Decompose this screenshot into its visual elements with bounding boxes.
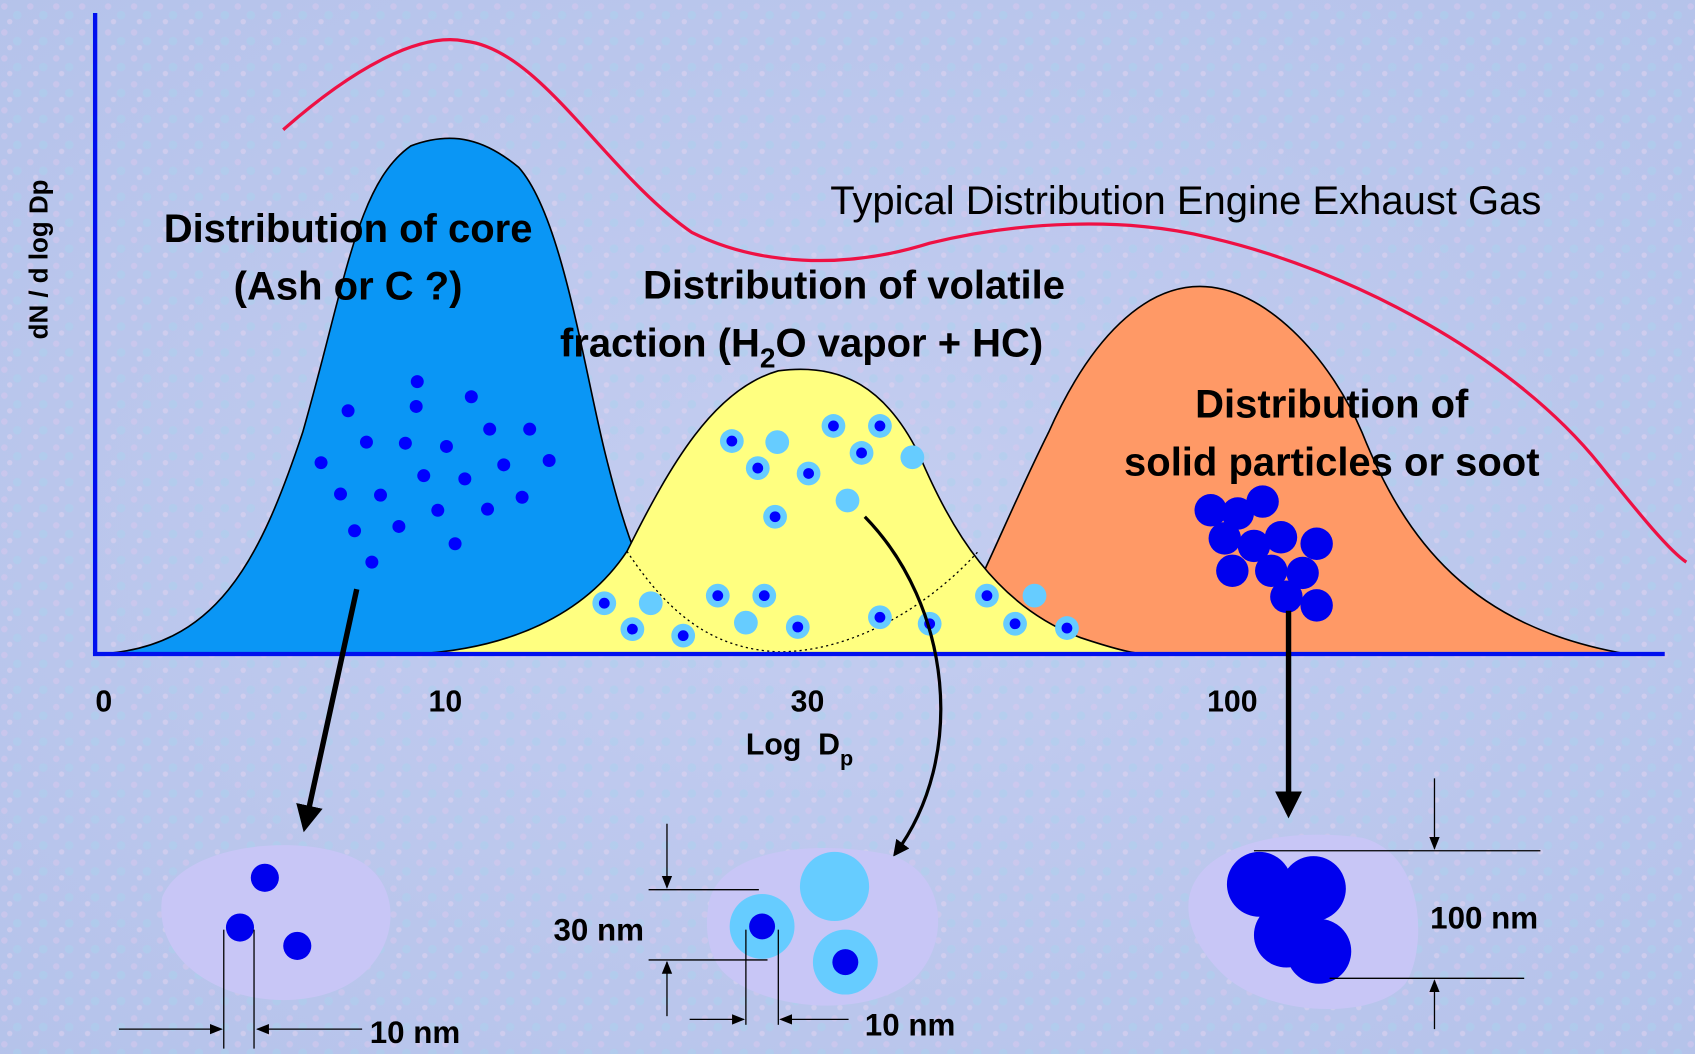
volatile-label-subscript: 2 [760,343,776,374]
pointer-arrow [863,515,943,857]
volatile-label-part: fraction (H [560,322,760,366]
dimension-label: 10 nm [865,1008,956,1043]
x-tick-label: 0 [95,685,112,718]
x-axis-label: Log Dp [746,729,853,771]
core-label: Distribution of core [164,207,533,251]
dimension-lines [1253,778,1541,1030]
x-tick-label: 100 [1207,685,1257,718]
volatile-particles [592,414,1079,648]
core-detail-blob [161,845,391,1001]
core-detail-particles [225,863,312,960]
dimension-lines [118,929,363,1049]
volatile-label: fraction (H2O vapor + HC) [560,322,1043,374]
dimension-label: 100 nm [1430,901,1538,936]
x-axis-label-subscript: p [840,745,853,770]
solid-label: solid particles or soot [1124,441,1539,485]
pointer-arrow [296,588,360,833]
y-axis-label: dN / d log Dp [26,179,54,339]
solid-detail-particles [1226,851,1352,984]
core-label: (Ash or C ?) [234,264,463,308]
solid-label: Distribution of [1195,382,1469,426]
soot-cluster [1194,485,1333,622]
core-particles [314,375,556,569]
volatile-label-part: O vapor + HC) [776,322,1044,366]
x-tick-label: 10 [429,685,463,718]
x-tick-label: 30 [791,685,825,718]
dimension-label: 10 nm [370,1015,461,1050]
curve-label: Typical Distribution Engine Exhaust Gas [830,179,1541,223]
volatile-label: Distribution of volatile [643,263,1065,307]
dimension-label: 30 nm [553,912,644,947]
overlap-outline [626,550,979,653]
solid-distribution [938,285,1628,655]
exhaust-curve [282,38,1688,564]
x-axis-label-main: Log D [746,729,840,762]
volatile-detail-blob [706,848,939,1006]
dimension-lines [648,823,849,1025]
